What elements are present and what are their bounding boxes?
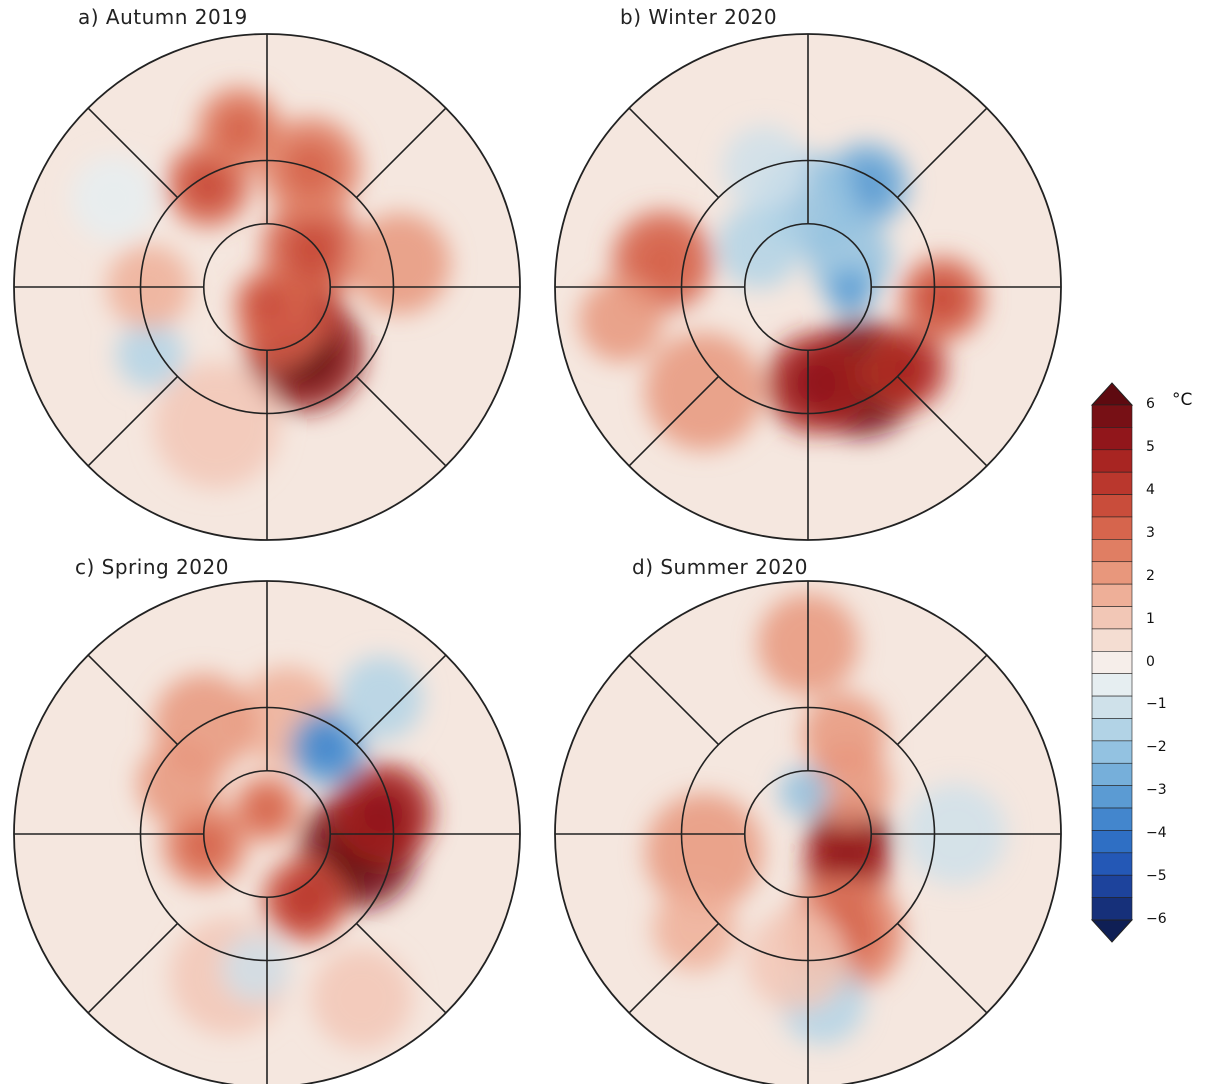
anomaly-core [919, 275, 966, 322]
colorbar-tick-label: −4 [1146, 825, 1167, 842]
map-boundary [554, 580, 1062, 1084]
meridian-line [628, 654, 720, 746]
colorbar-swatch [1091, 427, 1133, 451]
anomaly-blob [349, 212, 451, 315]
colorbar-swatch [1091, 561, 1133, 585]
anomaly-core [788, 355, 845, 412]
meridian-line [355, 922, 447, 1014]
anomaly-blob [779, 766, 830, 818]
colorbar-swatch [1091, 673, 1133, 697]
colorbar-min-arrow [1090, 919, 1134, 943]
colorbar-swatch [1091, 897, 1133, 921]
anomaly-core [249, 285, 288, 323]
meridian-line [896, 922, 988, 1014]
colorbar-swatch [1091, 852, 1133, 876]
colorbar-tick-label: −2 [1146, 739, 1167, 756]
colorbar-swatch [1091, 807, 1133, 831]
panel-title-c: c) Spring 2020 [75, 555, 229, 579]
colorbar-swatch [1091, 539, 1133, 563]
colorbar-swatch [1091, 404, 1133, 428]
anomaly-core [215, 106, 263, 153]
anomaly-blob [153, 362, 280, 489]
colorbar-swatch [1091, 628, 1133, 652]
colorbar-swatch [1091, 762, 1133, 786]
meridian-line [628, 375, 720, 467]
anomaly-blob [311, 947, 413, 1049]
anomaly-core [184, 161, 232, 208]
colorbar-swatch [1091, 718, 1133, 742]
colorbar [1090, 382, 1134, 943]
anomaly-blob [71, 156, 156, 241]
colorbar-tick-label: −5 [1146, 868, 1167, 885]
colorbar-swatch [1091, 494, 1133, 518]
meridian-line [355, 107, 447, 199]
map-boundary [13, 33, 521, 541]
anomaly-blob [338, 656, 424, 741]
anomaly-core [248, 790, 286, 828]
colorbar-swatch [1091, 830, 1133, 854]
anomaly-blob [221, 934, 289, 1003]
map-panel-spring-2020 [13, 580, 521, 1084]
colorbar-tick-label: 6 [1146, 396, 1155, 412]
colorbar-swatch [1091, 583, 1133, 607]
colorbar-swatch [1091, 695, 1133, 719]
map-panel-winter-2020 [554, 33, 1062, 541]
colorbar-swatch [1091, 471, 1133, 495]
colorbar-swatch [1091, 449, 1133, 473]
panel-title-d: d) Summer 2020 [632, 555, 808, 579]
meridian-line [87, 922, 179, 1014]
anomaly-core [281, 876, 329, 923]
meridian-line [628, 107, 720, 199]
panel-title-a: a) Autumn 2019 [78, 5, 248, 29]
meridian-line [355, 375, 447, 467]
anomaly-blob [645, 793, 764, 912]
colorbar-swatch [1091, 606, 1133, 630]
map-boundary [13, 580, 521, 1084]
panel-title-b: b) Winter 2020 [620, 5, 778, 29]
colorbar-swatch [1091, 874, 1133, 898]
colorbar-swatch [1091, 651, 1133, 674]
colorbar-max-arrow [1090, 382, 1134, 406]
meridian-line [896, 107, 988, 199]
map-panel-autumn-2019 [13, 33, 521, 541]
meridian-line [628, 922, 720, 1014]
meridian-line [87, 654, 179, 746]
meridian-line [355, 654, 447, 746]
anomaly-core [355, 785, 412, 842]
anomaly-blob [116, 320, 184, 389]
colorbar-tick-label: 0 [1146, 653, 1155, 670]
colorbar-swatch [1091, 785, 1133, 809]
colorbar-swatch [1091, 740, 1133, 764]
colorbar-tick-label: −1 [1146, 696, 1167, 713]
colorbar-tick-label: 2 [1146, 567, 1155, 584]
colorbar-unit: °C [1172, 390, 1193, 410]
meridian-line [896, 375, 988, 467]
anomaly-core [634, 233, 691, 290]
map-panel-summer-2020 [554, 580, 1062, 1084]
colorbar-swatch [1091, 516, 1133, 540]
meridian-line [87, 375, 179, 467]
colorbar-tick-label: −6 [1146, 911, 1167, 927]
map-boundary [554, 33, 1062, 541]
meridian-line [87, 107, 179, 199]
meridian-line [896, 654, 988, 746]
anomaly-blob [578, 277, 664, 363]
anomaly-blob [652, 886, 738, 972]
colorbar-tick-label: 3 [1146, 524, 1155, 541]
anomaly-core [306, 726, 349, 769]
anomaly-core [836, 276, 864, 305]
colorbar-tick-label: −3 [1146, 782, 1167, 799]
colorbar-tick-label: 5 [1146, 438, 1155, 455]
colorbar-tick-label: 4 [1146, 481, 1155, 498]
colorbar-tick-label: 1 [1146, 610, 1155, 627]
